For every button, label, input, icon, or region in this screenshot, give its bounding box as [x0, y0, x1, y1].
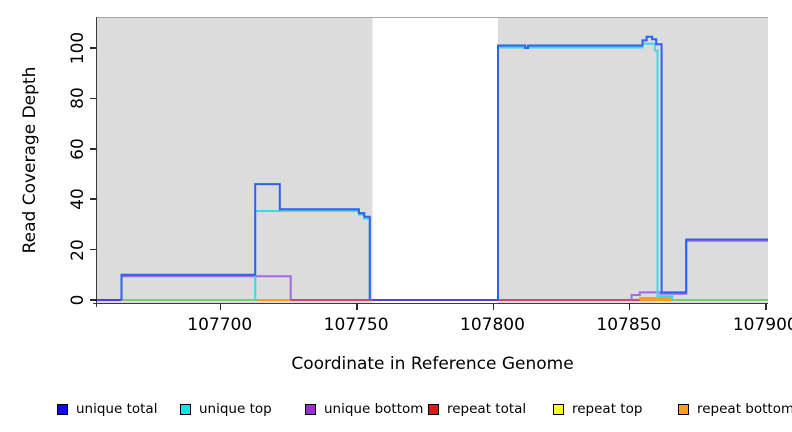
y-axis-tickmark — [90, 248, 97, 251]
legend-label: repeat total — [447, 401, 527, 417]
series-line-unique-total — [120, 183, 371, 300]
legend-label: unique top — [199, 401, 272, 417]
series-line-unique-bottom — [630, 239, 768, 300]
coverage-chart — [97, 18, 768, 303]
series-line-unique-top — [254, 210, 371, 300]
plot-top-border — [97, 17, 768, 18]
series-line-unique-total — [497, 35, 768, 300]
legend-swatch — [553, 404, 564, 415]
y-axis-tickmark — [90, 299, 97, 301]
legend-swatch — [57, 404, 68, 415]
series-line-unique-bottom — [120, 275, 292, 300]
legend-swatch — [305, 404, 316, 415]
y-axis-title: Read Coverage Depth — [20, 66, 40, 254]
legend-swatch — [678, 404, 689, 415]
x-axis-tick-label: 107700 — [187, 315, 253, 335]
legend-swatch — [180, 404, 191, 415]
legend: unique total unique top unique bottom repea… — [0, 398, 792, 424]
series-line-unique-top — [497, 42, 674, 300]
x-axis-tickmark — [356, 303, 358, 310]
x-axis-tickmark — [219, 303, 222, 310]
legend-swatch — [428, 404, 439, 415]
gap-band — [372, 18, 498, 303]
y-axis-tickmark — [90, 148, 97, 150]
y-axis-tickmark — [90, 47, 97, 49]
y-axis-tickmark — [90, 198, 97, 200]
x-axis-tick-label: 107800 — [460, 315, 525, 335]
x-axis-tickmark — [628, 303, 631, 310]
x-axis-tick-label: 107900 — [732, 315, 792, 335]
x-axis-tickmark — [492, 303, 494, 310]
y-axis-tickmark — [90, 97, 97, 100]
y-axis-line — [95, 17, 97, 307]
x-axis-tick-label: 107850 — [596, 315, 662, 335]
y-axis-tick-label: 100 — [68, 31, 88, 65]
x-axis-tickmark — [765, 303, 767, 310]
x-axis-tick-label: 107750 — [323, 315, 389, 335]
legend-label: repeat bottom — [697, 401, 792, 417]
x-axis-title: Coordinate in Reference Genome — [291, 354, 574, 374]
legend-label: repeat top — [572, 401, 643, 417]
legend-label: unique bottom — [324, 401, 424, 417]
x-axis-line — [93, 302, 768, 304]
legend-label: unique total — [76, 401, 158, 417]
